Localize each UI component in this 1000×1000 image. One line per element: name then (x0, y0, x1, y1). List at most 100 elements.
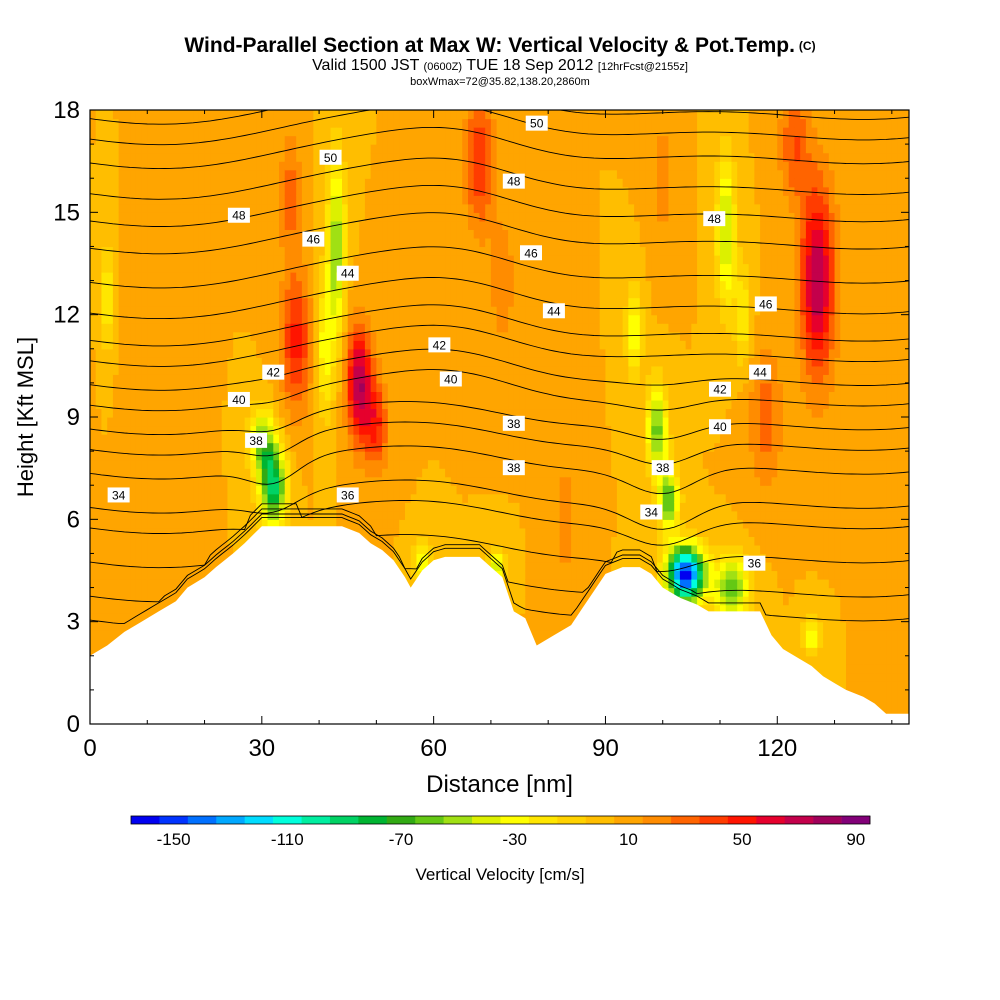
w-field-cell (170, 459, 177, 469)
w-field-cell (410, 510, 418, 520)
w-field-cell (141, 570, 148, 580)
w-field-cell (410, 382, 418, 393)
w-field-cell (416, 544, 423, 555)
w-field-cell (376, 459, 383, 469)
w-field-cell (456, 399, 463, 410)
w-field-cell (193, 323, 200, 333)
w-field-cell (118, 186, 125, 196)
w-field-cell (319, 442, 326, 452)
w-field-cell (387, 425, 395, 435)
w-field-cell (450, 459, 458, 469)
w-field-cell (141, 468, 148, 478)
w-field-cell (399, 323, 406, 333)
w-field-cell (244, 485, 251, 495)
w-field-cell (267, 203, 274, 213)
w-field-cell (410, 417, 418, 427)
w-field-cell (187, 169, 194, 179)
w-field-cell (393, 203, 400, 213)
w-field-cell (124, 613, 131, 623)
w-field-cell (359, 203, 366, 213)
w-field-cell (118, 306, 125, 316)
w-field-cell (330, 127, 337, 137)
w-field-cell (244, 280, 251, 290)
w-field-cell (130, 579, 137, 589)
w-field-cell (256, 135, 263, 145)
w-field-cell (135, 229, 143, 239)
w-field-cell (147, 306, 154, 316)
w-field-cell (468, 476, 475, 486)
w-field-cell (158, 468, 166, 478)
w-field-cell (473, 357, 481, 367)
w-field-cell (112, 357, 120, 367)
w-field-cell (382, 203, 389, 213)
w-field-cell (347, 314, 355, 324)
w-field-cell (256, 220, 263, 230)
w-field-cell (233, 314, 240, 324)
w-field-cell (198, 272, 206, 282)
w-field-cell (313, 118, 320, 128)
w-field-cell (261, 178, 269, 188)
w-field-cell (445, 434, 452, 444)
w-field-cell (135, 425, 143, 435)
w-field-cell (347, 289, 355, 299)
w-field-cell (267, 127, 274, 137)
w-field-cell (364, 297, 372, 307)
w-field-cell (393, 272, 400, 282)
w-field-cell (284, 399, 292, 410)
w-field-cell (227, 144, 234, 154)
w-field-cell (279, 195, 286, 205)
w-field-cell (256, 246, 263, 256)
w-field-cell (141, 254, 148, 265)
w-field-cell (135, 306, 143, 316)
w-field-cell (221, 220, 229, 230)
w-field-cell (387, 254, 395, 265)
w-field-cell (462, 485, 469, 495)
w-field-cell (198, 254, 206, 265)
w-field-cell (238, 178, 246, 188)
w-field-cell (118, 536, 125, 546)
w-field-cell (198, 408, 206, 418)
w-field-cell (170, 417, 177, 427)
w-field-cell (479, 246, 486, 256)
w-field-cell (95, 638, 103, 648)
w-field-cell (112, 340, 120, 350)
w-field-cell (427, 203, 435, 213)
w-field-cell (370, 340, 377, 350)
w-field-cell (405, 561, 412, 572)
w-field-cell (170, 536, 177, 546)
w-field-cell (364, 195, 372, 205)
title-block: Wind-Parallel Section at Max W: Vertical… (0, 34, 1000, 88)
w-field-cell (112, 468, 120, 478)
w-field-cell (244, 169, 251, 179)
w-field-cell (135, 246, 143, 256)
w-field-cell (95, 587, 103, 597)
w-field-cell (376, 186, 383, 196)
w-field-cell (204, 169, 211, 179)
w-field-cell (416, 144, 423, 154)
w-field-cell (216, 399, 223, 410)
w-field-cell (261, 459, 269, 469)
w-field-cell (204, 323, 211, 333)
w-field-cell (118, 451, 125, 461)
w-field-cell (124, 203, 131, 213)
w-field-cell (347, 451, 355, 461)
w-field-cell (158, 272, 166, 282)
w-field-cell (90, 553, 97, 563)
w-field-cell (330, 485, 337, 495)
w-field-cell (244, 425, 251, 435)
w-field-cell (479, 408, 486, 418)
w-field-cell (387, 434, 395, 444)
w-field-cell (422, 127, 429, 137)
w-field-cell (181, 254, 188, 265)
w-field-cell (141, 553, 148, 563)
w-field-cell (284, 306, 292, 316)
w-field-cell (135, 442, 143, 452)
w-field-cell (181, 510, 188, 520)
w-field-cell (342, 417, 349, 427)
w-field-cell (427, 451, 435, 461)
w-field-cell (445, 485, 452, 495)
w-field-cell (261, 323, 269, 333)
w-field-cell (445, 408, 452, 418)
w-field-cell (324, 374, 332, 384)
w-field-cell (158, 442, 166, 452)
